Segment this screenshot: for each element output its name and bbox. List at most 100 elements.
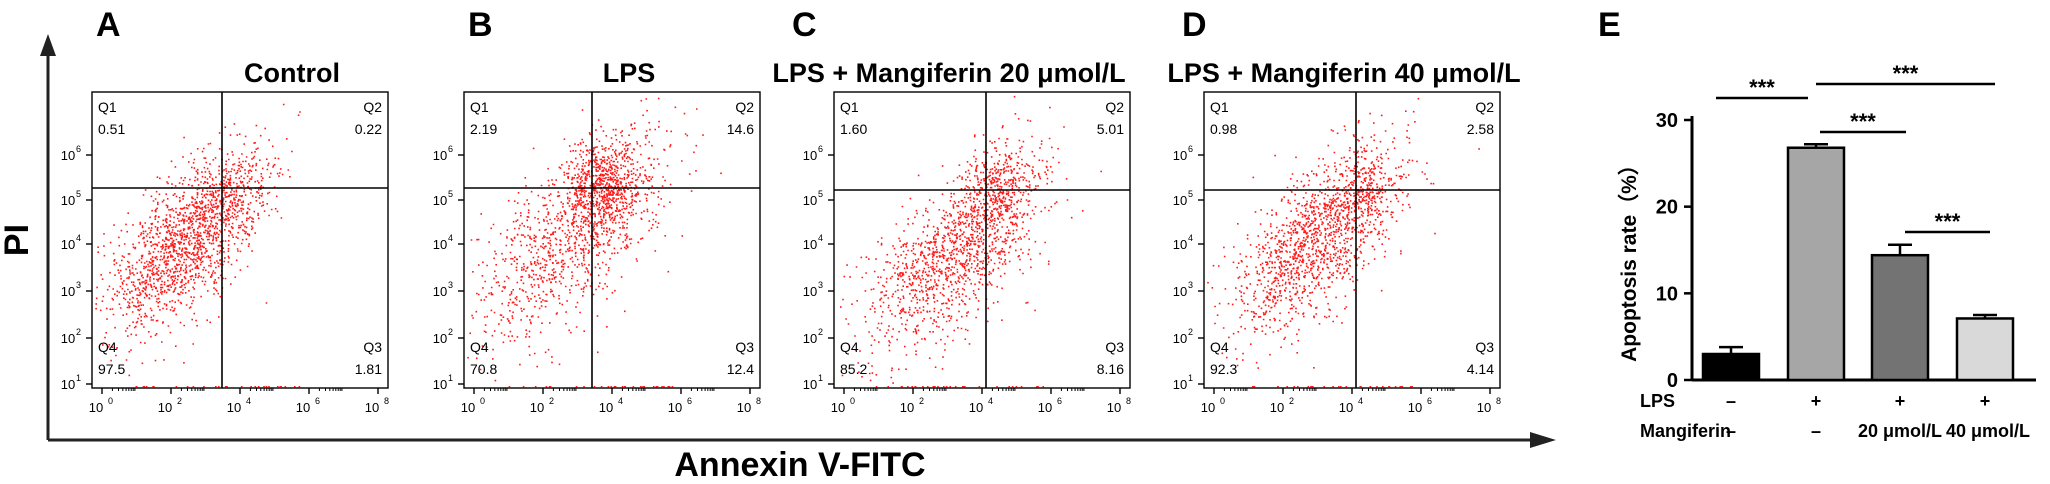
y-tick-exponent: 3 [448,280,453,290]
y-tick-exponent: 4 [76,233,81,243]
y-tick-label: 10 [433,237,447,252]
event-dot [1394,386,1397,388]
scatter-plot: Q1 0.51 Q2 0.22 Q3 1.81 Q4 97.5 10 0 10 2 10… [61,91,389,415]
y-tick-label: 10 [433,377,447,392]
event-dot [143,386,146,388]
event-dot [623,386,626,388]
event-dot [280,386,282,388]
y-tick-exponent: 5 [818,189,823,199]
y-tick-exponent: 6 [76,144,81,154]
event-dot [934,386,936,388]
panel-letter: B [468,6,493,44]
x-ticks: 10 0 10 2 10 4 10 6 10 8 [461,388,761,415]
event-dot [621,386,624,388]
y-tick-label: 10 [1173,237,1187,252]
x-tick-exponent: 0 [850,396,855,406]
y-tick-exponent: 4 [818,233,823,243]
bar-y-tick-label: 20 [1656,197,1678,219]
y-tick-label: 10 [1173,148,1187,163]
event-dot [1411,386,1413,388]
quadrant-q2-name: Q2 [1105,99,1124,115]
event-dot [1277,386,1279,388]
y-tick-label: 10 [803,193,817,208]
event-dot [1286,386,1288,388]
event-dot [613,386,616,388]
x-tick-label: 10 [1107,400,1121,415]
x-tick-exponent: 4 [246,396,251,406]
event-dot [1293,386,1296,388]
y-tick-exponent: 5 [76,189,81,199]
bar-y-tick-label: 30 [1656,110,1678,132]
event-dot [914,386,916,388]
y-tick-exponent: 6 [1188,144,1193,154]
flow-panel-b: B LPS Q1 2.19 Q2 14.6 Q3 12.4 Q4 70.8 10… [433,6,761,415]
mangiferin-mark-control: – [1726,421,1736,441]
event-dot [250,386,252,388]
event-dot [1360,386,1362,388]
event-dot [545,386,548,388]
outer-y-arrow-icon [40,34,56,56]
y-tick-exponent: 5 [448,189,453,199]
mangiferin-mark-m40: 40 μmol/L [1946,421,2030,441]
y-tick-label: 10 [61,377,75,392]
event-dot [1251,386,1254,388]
event-dot [1388,386,1391,388]
event-dot [508,386,511,388]
event-dot [945,386,948,388]
x-tick-exponent: 0 [108,396,113,406]
event-dot [1345,386,1348,388]
event-dot [996,386,998,388]
quadrant-q2-value: 0.22 [355,121,382,137]
quadrant-q1-name: Q1 [470,99,489,115]
outer-axes: PI Annexin V-FITC [0,34,1556,484]
quadrant-q2-name: Q2 [363,99,382,115]
lps-mark-m40: + [1980,391,1991,411]
event-dot [215,386,217,388]
panel-letter: E [1598,6,1621,44]
x-tick-label: 10 [900,400,914,415]
x-tick-label: 10 [737,400,751,415]
x-tick-label: 10 [89,400,103,415]
event-dot [268,386,270,388]
x-tick-label: 10 [461,400,475,415]
event-dot [600,386,603,388]
x-tick-exponent: 0 [1220,396,1225,406]
event-dot [240,386,243,388]
scatter-dots [95,103,301,388]
event-dot [218,386,220,388]
panel-letter: A [96,6,121,44]
event-dot [298,386,301,388]
event-dot [175,386,178,388]
y-tick-label: 10 [803,148,817,163]
event-dot [279,386,282,388]
x-ticks: 10 0 10 2 10 4 10 6 10 8 [1201,388,1501,415]
quadrant-q1-name: Q1 [1210,99,1229,115]
quadrant-q4-name: Q4 [98,339,117,355]
y-tick-label: 10 [803,284,817,299]
y-tick-label: 10 [1173,284,1187,299]
quadrant-q3-value: 12.4 [727,361,754,377]
event-dot [671,386,674,388]
x-tick-label: 10 [1408,400,1422,415]
x-tick-exponent: 6 [315,396,320,406]
quadrant-q4-name: Q4 [840,339,859,355]
x-tick-label: 10 [668,400,682,415]
bars [1701,143,2015,382]
y-tick-label: 10 [61,148,75,163]
event-dot [656,386,659,388]
y-tick-label: 10 [433,193,447,208]
event-dot [1401,386,1404,388]
event-dot [1323,386,1325,388]
x-tick-label: 10 [599,400,613,415]
event-dot [1310,386,1312,388]
event-dots [467,97,722,382]
x-ticks: 10 0 10 2 10 4 10 6 10 8 [831,388,1131,415]
event-dot [1400,386,1402,388]
event-dot [900,386,903,388]
y-tick-label: 10 [1173,193,1187,208]
bar-y-ticks: 0 10 20 30 [1656,110,1692,392]
event-dot [192,386,195,388]
y-tick-exponent: 3 [1188,280,1193,290]
row-label-mangiferin: Mangiferin [1640,421,1731,441]
